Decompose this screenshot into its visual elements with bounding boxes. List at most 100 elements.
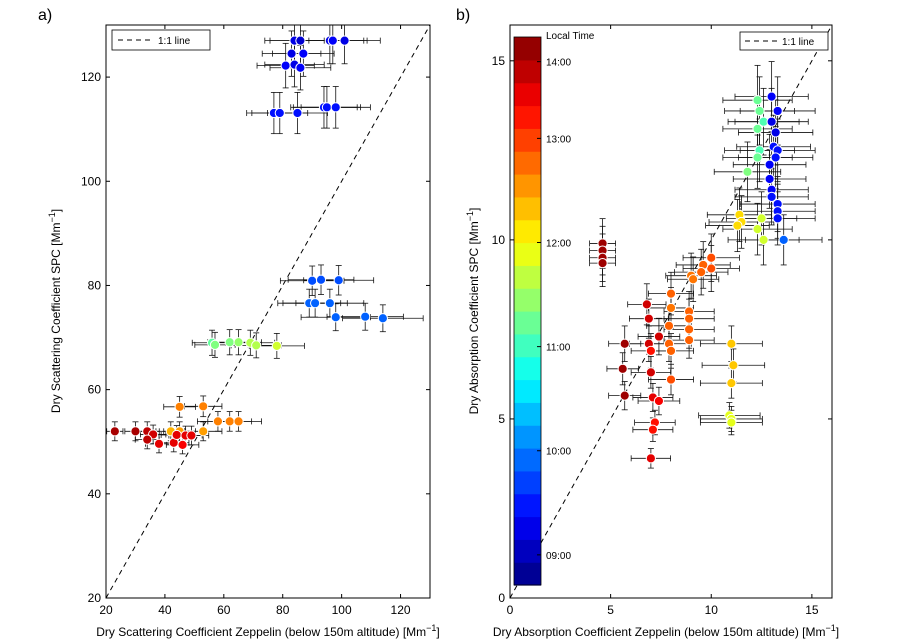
panel-b-point: [684, 335, 695, 346]
panel-a-x-tick-label: 20: [99, 603, 113, 617]
panel-a-points: [109, 35, 388, 450]
colorbar-segment: [514, 37, 541, 61]
panel-a: a) 20 40 60 80 100 120 20 40 60 80 100 120 1:1 line…: [38, 7, 440, 639]
colorbar-segment: [514, 333, 541, 358]
panel-a-x-tick-label: 80: [276, 603, 290, 617]
panel-b-points: [597, 91, 789, 464]
panel-a-point: [109, 426, 120, 437]
panel-a-point: [292, 107, 303, 119]
panel-b-y-axis-label: Dry Absorption Coefficient SPC [Mm−1]: [465, 208, 481, 415]
colorbar-frame: [513, 36, 542, 586]
panel-b-point: [770, 152, 781, 163]
panel-b-x-tick-label: 0: [507, 603, 514, 617]
panel-b-point: [752, 152, 763, 163]
colorbar-segment: [514, 425, 541, 449]
panel-b-point: [643, 313, 654, 324]
panel-a-point: [209, 339, 221, 350]
panel-b-point: [597, 258, 608, 269]
colorbar-segment: [514, 356, 541, 381]
panel-b-y-tick-label: 5: [498, 412, 505, 426]
panel-b: b) Local Time 09:00 10:00 11:00 12:00 13:00 14…: [456, 7, 839, 639]
panel-a-x-tick-label: 120: [391, 603, 411, 617]
panel-b-point: [756, 213, 767, 224]
panel-b-point: [684, 313, 695, 324]
colorbar-segment: [514, 105, 541, 129]
panel-a-point: [130, 426, 141, 437]
panel-a-x-tick-label: 100: [332, 603, 352, 617]
panel-b-legend-box: [739, 31, 829, 51]
panel-b-y-tick-label: 0: [498, 591, 505, 605]
panel-b-legend-label: 1:1 line: [782, 37, 815, 48]
panel-a-one-to-one-line: [106, 25, 430, 598]
panel-b-label: b): [456, 7, 470, 24]
panel-b-point: [752, 95, 763, 106]
panel-b-x-tick-label: 5: [607, 603, 614, 617]
panel-b-axes-box: [509, 24, 833, 599]
panel-b-point: [665, 288, 677, 299]
panel-b-x-tick-label: 15: [805, 603, 819, 617]
panel-a-point: [295, 35, 306, 46]
panel-b-point: [665, 345, 677, 356]
panel-a-label: a): [38, 7, 52, 24]
panel-b-point: [764, 173, 775, 185]
panel-b-point: [770, 127, 781, 138]
panel-a-x-tick-label: 40: [158, 603, 172, 617]
panel-b-y-tick-label: 10: [492, 233, 506, 247]
colorbar-title: Local Time: [546, 31, 595, 42]
panel-a-point: [171, 429, 182, 441]
panel-a-point: [198, 426, 209, 437]
panel-a-point: [224, 337, 235, 348]
panel-b-x-axis-label: Dry Absorption Coefficient Zeppelin (bel…: [493, 623, 839, 639]
panel-a-point: [177, 439, 188, 450]
panel-b-point: [665, 374, 677, 385]
colorbar-segment: [514, 174, 541, 198]
colorbar-tick-label: 10:00: [546, 447, 571, 458]
panel-a-y-tick-label: 20: [88, 591, 102, 605]
panel-b-point: [706, 252, 717, 263]
panel-b-point: [752, 123, 763, 134]
panel-b-point: [766, 91, 777, 102]
panel-b-point: [653, 331, 665, 342]
panel-a-point: [212, 416, 224, 427]
panel-b-colorbar: Local Time 09:00 10:00 11:00 12:00 13:00 14:00: [513, 31, 595, 586]
panel-a-point: [307, 275, 318, 286]
panel-a-legend: 1:1 line: [111, 29, 211, 51]
panel-b-point: [732, 220, 743, 231]
panel-b-point: [752, 224, 763, 235]
panel-a-point: [153, 438, 165, 449]
panel-b-ticks: 0 5 10 15 0 5 10 15: [492, 25, 832, 617]
panel-a-point: [271, 340, 282, 351]
panel-b-point: [772, 105, 783, 117]
panel-b-point: [764, 159, 775, 170]
colorbar-tick-label: 13:00: [546, 134, 571, 145]
panel-b-point: [653, 395, 665, 407]
panel-a-point: [274, 107, 285, 119]
panel-a-point: [360, 311, 371, 322]
colorbar-segment: [514, 288, 541, 312]
panel-b-point: [665, 302, 677, 314]
panel-a-y-tick-label: 40: [88, 487, 102, 501]
panel-b-point: [641, 299, 652, 310]
colorbar-tick-label: 11:00: [546, 343, 571, 354]
panel-b-point: [645, 453, 656, 464]
panel-b-point: [726, 338, 737, 349]
colorbar-tick-label: 12:00: [546, 239, 571, 250]
panel-b-legend: 1:1 line: [739, 31, 829, 51]
panel-b-point: [726, 378, 737, 389]
panel-b-point: [726, 417, 737, 428]
panel-b-point: [684, 324, 695, 335]
panel-a-point: [330, 102, 341, 113]
panel-a-point: [377, 313, 388, 324]
panel-a-point: [295, 62, 306, 73]
panel-a-y-axis-label: Dry Scattering Coefficient SPC [Mm−1]: [47, 209, 63, 413]
colorbar-segment: [514, 493, 541, 518]
panel-a-point: [298, 48, 309, 59]
colorbar-segment: [514, 242, 541, 266]
panel-a-point: [198, 401, 209, 412]
colorbar-segment: [514, 402, 541, 426]
panel-a-y-tick-label: 120: [81, 70, 101, 84]
panel-b-point: [696, 267, 707, 278]
panel-a-legend-label: 1:1 line: [158, 36, 191, 47]
colorbar-segment: [514, 196, 541, 221]
panel-a-x-tick-label: 60: [217, 603, 231, 617]
